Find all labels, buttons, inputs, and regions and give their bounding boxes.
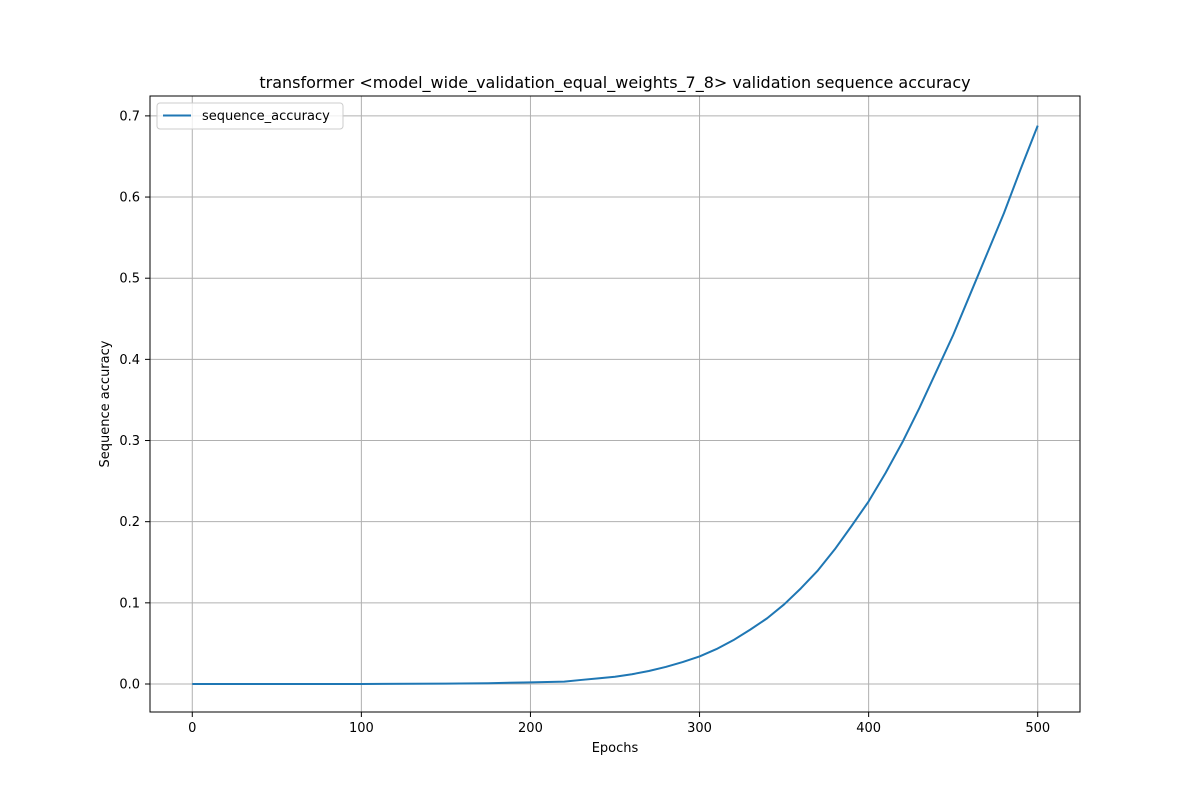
x-tick-label: 300 [687,721,712,736]
legend: sequence_accuracy [156,102,344,130]
x-tick-label: 500 [1025,721,1050,736]
y-tick-label: 0.1 [119,596,140,611]
series-layer [192,125,1039,685]
plot-frame [149,95,1081,713]
tick-layer: 0 100 200 300 400 500 0.0 0.1 0.2 0.3 0.4 0.5 0.6 0.7 [119,109,1050,736]
x-tick-label: 100 [349,721,374,736]
y-tick-label: 0.7 [119,109,140,124]
x-axis-label: Epochs [592,741,639,756]
y-tick-label: 0.0 [119,678,140,693]
y-tick-label: 0.4 [119,353,140,368]
y-tick-label: 0.6 [119,191,140,206]
y-tick-label: 0.5 [119,272,140,287]
x-tick-label: 400 [856,721,881,736]
y-tick-label: 0.2 [119,515,140,530]
legend-label: sequence_accuracy [202,109,330,124]
chart-title: transformer <model_wide_validation_equal… [259,73,970,93]
series-line-sequence_accuracy [192,125,1039,685]
y-axis-label: Sequence accuracy [98,340,113,467]
legend-box [156,102,344,130]
y-tick-label: 0.3 [119,434,140,449]
grid-layer [150,96,1080,712]
x-tick-label: 0 [188,721,196,736]
x-tick-label: 200 [518,721,543,736]
